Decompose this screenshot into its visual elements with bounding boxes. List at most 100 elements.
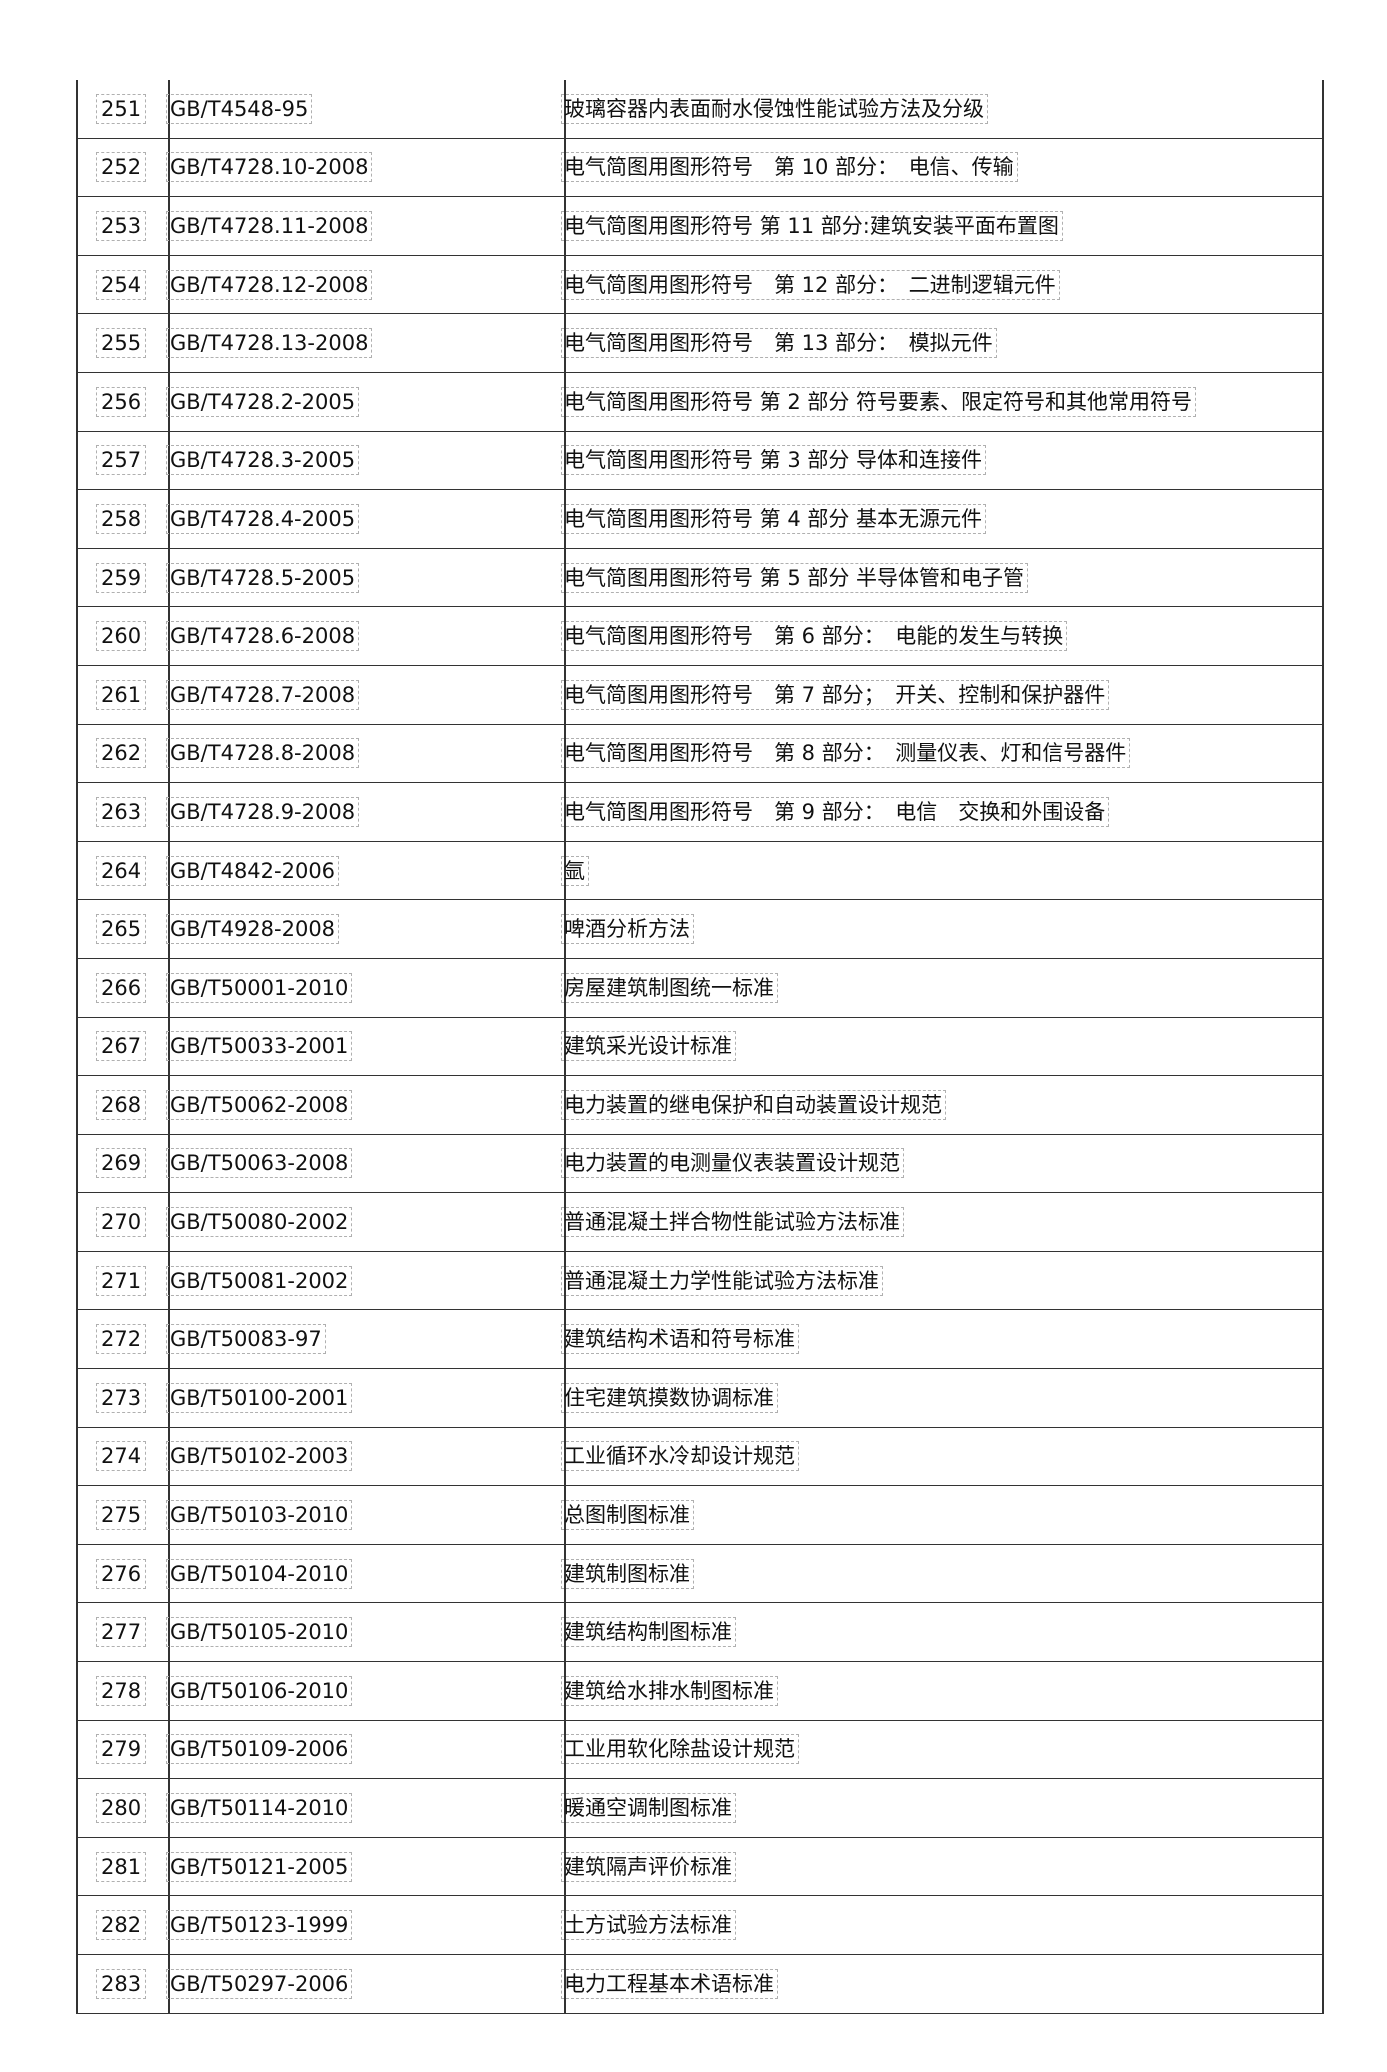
standard-code: GB/T4728.10-2008: [166, 152, 373, 183]
row-number: 262: [96, 738, 146, 769]
table-row: 281 GB/T50121-2005 建筑隔声评价标准: [76, 1838, 1323, 1897]
standard-code: GB/T4548-95: [166, 93, 313, 124]
table-row: 269 GB/T50063-2008 电力装置的电测量仪表装置设计规范: [76, 1135, 1323, 1194]
row-number: 271: [96, 1265, 146, 1296]
table-row: 279 GB/T50109-2006 工业用软化除盐设计规范: [76, 1721, 1323, 1780]
table-row: 267 GB/T50033-2001 建筑采光设计标准: [76, 1018, 1323, 1077]
row-number: 279: [96, 1734, 146, 1765]
table-row: 266 GB/T50001-2010 房屋建筑制图统一标准: [76, 959, 1323, 1018]
standard-code: GB/T50297-2006: [166, 1968, 353, 1999]
standard-title: 电气简图用图形符号 第 7 部分； 开关、控制和保护器件: [561, 679, 1110, 710]
standard-title: 电气简图用图形符号 第 11 部分:建筑安装平面布置图: [561, 210, 1063, 241]
row-number: 283: [96, 1968, 146, 1999]
table-row: 255 GB/T4728.13-2008 电气简图用图形符号 第 13 部分： 模拟…: [76, 314, 1323, 373]
standard-code: GB/T4728.6-2008: [166, 621, 360, 652]
row-number: 259: [96, 562, 146, 593]
standard-title: 建筑采光设计标准: [561, 1031, 736, 1062]
row-number: 273: [96, 1382, 146, 1413]
table-row: 275 GB/T50103-2010 总图制图标准: [76, 1486, 1323, 1545]
standard-title: 建筑结构术语和符号标准: [561, 1324, 799, 1355]
standard-title: 氩: [561, 855, 589, 886]
table-border-right: [1322, 80, 1324, 2014]
table-row: 271 GB/T50081-2002 普通混凝土力学性能试验方法标准: [76, 1252, 1323, 1311]
standard-title: 总图制图标准: [561, 1500, 694, 1531]
standard-title: 建筑结构制图标准: [561, 1617, 736, 1648]
table-row: 262 GB/T4728.8-2008 电气简图用图形符号 第 8 部分： 测量仪表…: [76, 725, 1323, 784]
table-row: 283 GB/T50297-2006 电力工程基本术语标准: [76, 1955, 1323, 2014]
row-number: 281: [96, 1851, 146, 1882]
standard-code: GB/T4728.9-2008: [166, 796, 360, 827]
table-row: 254 GB/T4728.12-2008 电气简图用图形符号 第 12 部分： 二进…: [76, 256, 1323, 315]
standard-code: GB/T50081-2002: [166, 1265, 353, 1296]
table-row: 258 GB/T4728.4-2005 电气简图用图形符号 第 4 部分 基本无源元…: [76, 490, 1323, 549]
row-number: 270: [96, 1207, 146, 1238]
table-row: 268 GB/T50062-2008 电力装置的继电保护和自动装置设计规范: [76, 1076, 1323, 1135]
row-number: 255: [96, 328, 146, 359]
table-row: 270 GB/T50080-2002 普通混凝土拌合物性能试验方法标准: [76, 1193, 1323, 1252]
standard-title: 建筑隔声评价标准: [561, 1851, 736, 1882]
standard-code: GB/T4728.3-2005: [166, 445, 360, 476]
row-number: 268: [96, 1089, 146, 1120]
standard-code: GB/T50080-2002: [166, 1207, 353, 1238]
row-number: 277: [96, 1617, 146, 1648]
standard-title: 建筑制图标准: [561, 1558, 694, 1589]
row-number: 257: [96, 445, 146, 476]
standard-code: GB/T50121-2005: [166, 1851, 353, 1882]
table-border-left: [76, 80, 78, 2014]
row-number: 251: [96, 93, 146, 124]
standard-title: 电气简图用图形符号 第 8 部分： 测量仪表、灯和信号器件: [561, 738, 1131, 769]
table-row: 265 GB/T4928-2008 啤酒分析方法: [76, 900, 1323, 959]
standard-code: GB/T4728.5-2005: [166, 562, 360, 593]
table-row: 256 GB/T4728.2-2005 电气简图用图形符号 第 2 部分 符号要素、…: [76, 373, 1323, 432]
standard-code: GB/T50103-2010: [166, 1500, 353, 1531]
standard-title: 电气简图用图形符号 第 13 部分： 模拟元件: [561, 328, 997, 359]
standard-code: GB/T50104-2010: [166, 1558, 353, 1589]
standard-code: GB/T4728.2-2005: [166, 386, 360, 417]
row-number: 278: [96, 1675, 146, 1706]
row-number: 254: [96, 269, 146, 300]
row-number: 280: [96, 1793, 146, 1824]
row-number: 252: [96, 152, 146, 183]
table-row: 260 GB/T4728.6-2008 电气简图用图形符号 第 6 部分： 电能的发…: [76, 607, 1323, 666]
standard-title: 电气简图用图形符号 第 5 部分 半导体管和电子管: [561, 562, 1029, 593]
table-row: 273 GB/T50100-2001 住宅建筑摸数协调标准: [76, 1369, 1323, 1428]
table-row: 259 GB/T4728.5-2005 电气简图用图形符号 第 5 部分 半导体管和…: [76, 549, 1323, 608]
row-number: 274: [96, 1441, 146, 1472]
standard-title: 普通混凝土力学性能试验方法标准: [561, 1265, 883, 1296]
row-number: 263: [96, 796, 146, 827]
row-number: 266: [96, 972, 146, 1003]
table-row: 252 GB/T4728.10-2008 电气简图用图形符号 第 10 部分： 电信…: [76, 139, 1323, 198]
standard-code: GB/T50100-2001: [166, 1382, 353, 1413]
standard-title: 工业循环水冷却设计规范: [561, 1441, 799, 1472]
standard-title: 暖通空调制图标准: [561, 1793, 736, 1824]
standard-code: GB/T50106-2010: [166, 1675, 353, 1706]
table-row: 277 GB/T50105-2010 建筑结构制图标准: [76, 1603, 1323, 1663]
standard-code: GB/T4728.13-2008: [166, 328, 373, 359]
standard-title: 电气简图用图形符号 第 2 部分 符号要素、限定符号和其他常用符号: [561, 386, 1197, 417]
standard-title: 电气简图用图形符号 第 4 部分 基本无源元件: [561, 503, 987, 534]
table-row: 274 GB/T50102-2003 工业循环水冷却设计规范: [76, 1428, 1323, 1487]
standard-code: GB/T50109-2006: [166, 1734, 353, 1765]
table-row: 276 GB/T50104-2010 建筑制图标准: [76, 1545, 1323, 1604]
column-divider-2: [564, 80, 566, 2014]
standard-code: GB/T50083-97: [166, 1324, 326, 1355]
row-number: 272: [96, 1324, 146, 1355]
standard-code: GB/T50102-2003: [166, 1441, 353, 1472]
row-number: 276: [96, 1558, 146, 1589]
standard-title: 普通混凝土拌合物性能试验方法标准: [561, 1207, 904, 1238]
row-number: 258: [96, 503, 146, 534]
standard-code: GB/T50123-1999: [166, 1910, 353, 1941]
standard-title: 房屋建筑制图统一标准: [561, 972, 778, 1003]
standard-title: 电力装置的继电保护和自动装置设计规范: [561, 1089, 946, 1120]
table-row: 257 GB/T4728.3-2005 电气简图用图形符号 第 3 部分 导体和连接…: [76, 432, 1323, 491]
table-row: 282 GB/T50123-1999 土方试验方法标准: [76, 1896, 1323, 1955]
standard-title: 电力装置的电测量仪表装置设计规范: [561, 1148, 904, 1179]
standard-title: 玻璃容器内表面耐水侵蚀性能试验方法及分级: [561, 93, 988, 124]
row-number: 253: [96, 210, 146, 241]
standard-title: 建筑给水排水制图标准: [561, 1675, 778, 1706]
standard-code: GB/T4842-2006: [166, 855, 340, 886]
table-row: 280 GB/T50114-2010 暖通空调制图标准: [76, 1779, 1323, 1838]
standard-title: 工业用软化除盐设计规范: [561, 1734, 799, 1765]
standard-code: GB/T4728.4-2005: [166, 503, 360, 534]
standard-title: 住宅建筑摸数协调标准: [561, 1382, 778, 1413]
